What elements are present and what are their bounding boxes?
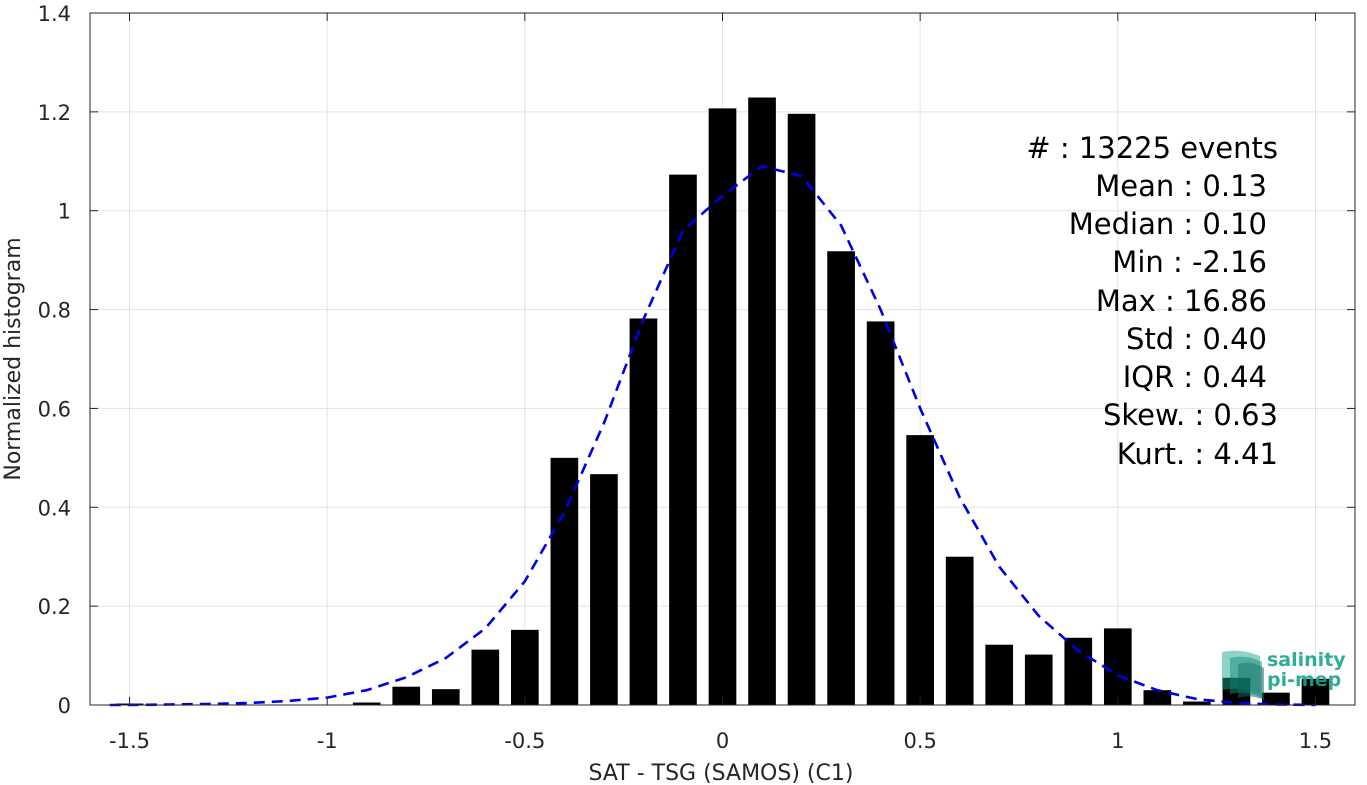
x-tick-label: 0 [716,729,729,753]
histogram-bar [669,174,697,706]
wave-icon [1222,650,1264,700]
statistics-annotation: # : 13225 events Mean : 0.13 Median : 0.… [1026,131,1278,471]
histogram-bar [511,629,539,705]
y-tick-label: 0.2 [38,595,71,619]
stat-skew: Skew. : 0.63 [1103,398,1278,432]
x-tick-label: -1 [317,729,338,753]
stat-median: Median : 0.10 [1069,207,1267,241]
y-tick-label: 0.4 [38,496,71,520]
histogram-bar [787,113,816,705]
stat-events: # : 13225 events [1026,131,1278,165]
histogram-bar [1183,701,1211,705]
stat-kurt: Kurt. : 4.41 [1117,437,1278,471]
stat-iqr: IQR : 0.44 [1123,360,1267,394]
histogram-bar [629,318,658,705]
histogram-bar [1262,692,1290,705]
y-tick-label: 0.6 [38,397,71,421]
histogram-bar [1103,628,1132,705]
histogram-bar [906,435,934,705]
stat-min: Min : -2.16 [1112,245,1267,279]
y-tick-label: 1 [58,200,71,224]
y-tick-label: 0.8 [38,299,71,323]
histogram-bar [827,251,855,705]
histogram-bar [866,321,895,705]
x-axis-label: SAT - TSG (SAMOS) (C1) [589,761,854,785]
histogram-bar [590,474,618,705]
y-tick-label: 0 [58,694,71,718]
stat-mean: Mean : 0.13 [1095,169,1267,203]
y-tick-label: 1.4 [38,2,71,26]
stat-max: Max : 16.86 [1096,284,1267,318]
histogram-bar [985,644,1014,705]
y-axis-label: Normalized histogram [1,237,26,480]
histogram-bar [431,689,460,705]
x-tick-label: -1.5 [109,729,150,753]
x-tick-label: 1 [1111,729,1124,753]
logo-line-salinity: salinity [1267,649,1346,671]
histogram-bar [392,686,421,705]
histogram-bar [945,556,974,705]
logo-line-pimep: pi-mep [1267,669,1341,691]
normal-fit-curve [109,164,1316,707]
y-tick-label: 1.2 [38,101,71,125]
histogram-bar [352,702,381,705]
x-tick-labels: -1.5 -1 -0.5 0 0.5 1 1.5 [109,729,1332,753]
histogram-bar [1064,637,1093,705]
stat-std: Std : 0.40 [1126,322,1267,356]
axis-ticks [90,12,1355,706]
histogram-bars [115,97,1330,706]
histogram-bar [708,108,737,705]
salinity-pi-mep-logo: salinity pi-mep [1222,649,1346,700]
x-tick-label: 1.5 [1299,729,1332,753]
histogram-bar [748,97,776,706]
histogram-bar [471,649,500,705]
x-tick-label: 0.5 [903,729,936,753]
histogram-bar [1024,654,1053,705]
y-tick-labels: 0 0.2 0.4 0.6 0.8 1 1.2 1.4 [38,2,71,718]
histogram-bar [1143,690,1172,705]
x-tick-label: -0.5 [504,729,545,753]
histogram-bar [550,457,579,705]
